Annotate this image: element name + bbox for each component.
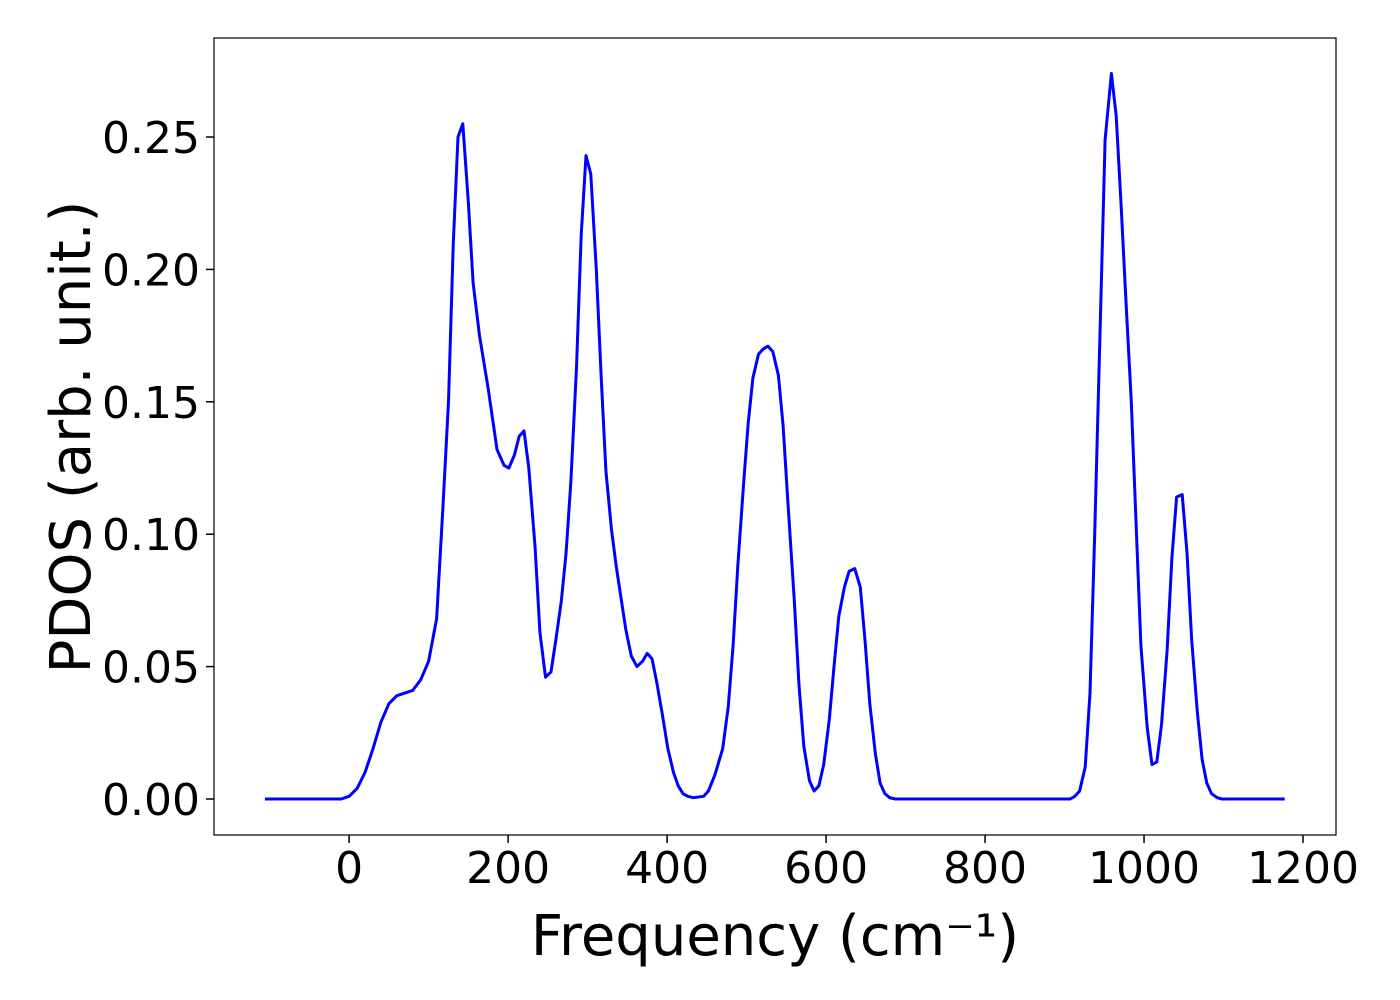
x-tick-label: 1000 <box>1088 843 1200 894</box>
y-tick-label: 0.25 <box>102 113 200 164</box>
y-tick-label: 0.00 <box>102 775 200 826</box>
y-tick-label: 0.05 <box>102 643 200 694</box>
y-tick-label: 0.20 <box>102 245 200 296</box>
x-tick-label: 600 <box>784 843 868 894</box>
x-tick-label: 400 <box>625 843 709 894</box>
x-tick-label: 0 <box>335 843 363 894</box>
plot-frame <box>213 37 1337 836</box>
y-tick-label: 0.10 <box>102 510 200 561</box>
y-tick-label: 0.15 <box>102 378 200 429</box>
x-tick-label: 200 <box>466 843 550 894</box>
x-tick-label: 1200 <box>1247 843 1359 894</box>
x-axis-label: Frequency (cm⁻¹) <box>531 904 1019 969</box>
line-series <box>264 72 1285 801</box>
y-axis-label: PDOS (arb. unit.) <box>39 201 104 674</box>
x-tick-label: 800 <box>943 843 1027 894</box>
